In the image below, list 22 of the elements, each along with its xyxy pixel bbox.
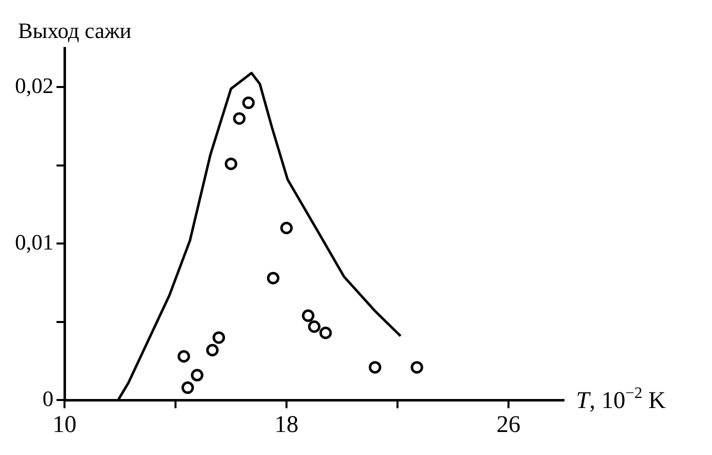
- point: [212, 331, 226, 344]
- y-tick-label: 0: [42, 386, 54, 411]
- point: [410, 361, 424, 374]
- point: [319, 326, 332, 340]
- point: [206, 344, 219, 356]
- x-tick-label: 10: [52, 412, 76, 438]
- point: [181, 381, 194, 394]
- point: [190, 368, 204, 382]
- point: [224, 158, 238, 170]
- y-tick-label: 0,02: [15, 72, 54, 98]
- point: [280, 222, 293, 234]
- y-axis-title: Выход сажи: [18, 18, 132, 43]
- x-tick-label: 26: [496, 412, 520, 438]
- point: [368, 361, 382, 374]
- y-tick-label: 0,01: [15, 229, 54, 254]
- point: [266, 272, 280, 284]
- point: [178, 350, 190, 363]
- point: [233, 112, 246, 125]
- point: [308, 320, 320, 333]
- point: [302, 309, 314, 322]
- point: [242, 96, 255, 110]
- x-tick-label: 18: [274, 412, 298, 438]
